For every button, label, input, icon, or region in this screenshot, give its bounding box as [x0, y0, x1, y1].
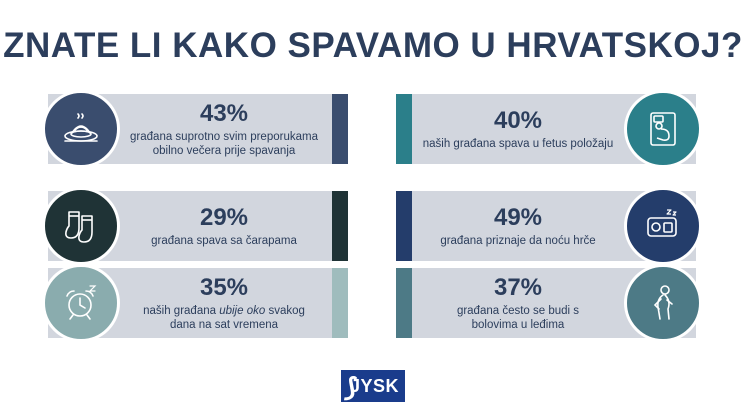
card-stripe [396, 268, 412, 338]
stat-description: građana često se budi s bolovima u leđim… [456, 304, 580, 331]
stat-percent: 43% [199, 99, 249, 127]
card-stripe [332, 268, 348, 338]
dinner-plate-icon [64, 113, 98, 142]
stat-description: građana priznaje da noću hrče [440, 234, 596, 247]
fetal-position-icon [650, 112, 676, 146]
stat-description: građana spava sa čarapama [151, 234, 297, 247]
page-title: ZNATE LI KAKO SPAVAMO U HRVATSKOJ? [3, 26, 743, 65]
stat-card-alarm: 35% naših građana ubije oko svakog dana … [42, 264, 348, 342]
stat-percent: 35% [199, 273, 249, 301]
icon-circle [624, 187, 702, 265]
stat-percent: 37% [493, 273, 543, 301]
icon-circle [42, 264, 120, 342]
icon-circle [42, 187, 120, 265]
stat-description: naših građana ubije oko svakog dana na s… [143, 304, 305, 331]
stat-card-snore: 49% građana priznaje da noću hrče [396, 187, 702, 265]
icon-circle [624, 264, 702, 342]
icon-circle [624, 90, 702, 168]
stat-percent: 49% [493, 203, 543, 231]
socks-icon [65, 211, 93, 243]
stat-description: građana suprotno svim preporukama obilno… [130, 130, 318, 157]
card-stripe [332, 94, 348, 164]
jysk-logo-mark: ⟆ [345, 372, 358, 402]
card-stripe [396, 191, 412, 261]
card-stripe [396, 94, 412, 164]
icon-circle [42, 90, 120, 168]
stat-card-fetus: 40% naših građana spava u fetus položaju [396, 90, 702, 168]
stat-description: naših građana spava u fetus položaju [422, 137, 614, 150]
stat-card-dinner: 43% građana suprotno svim preporukama ob… [42, 90, 348, 168]
jysk-logo: ⟆ JYSK [341, 370, 405, 402]
stat-percent: 29% [199, 203, 249, 231]
snoring-icon [647, 209, 677, 237]
back-pain-icon [653, 285, 673, 320]
stat-card-back: 37% građana često se budi s bolovima u l… [396, 264, 702, 342]
stat-card-socks: 29% građana spava sa čarapama [42, 187, 348, 265]
stat-percent: 40% [493, 106, 543, 134]
alarm-clock-icon [66, 285, 97, 320]
card-stripe [332, 191, 348, 261]
